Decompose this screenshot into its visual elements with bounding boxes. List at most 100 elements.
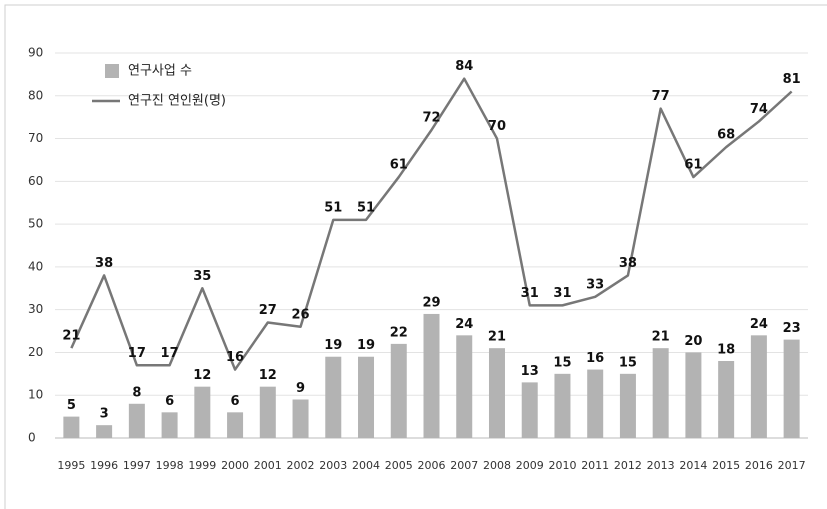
x-tick-label: 2005 <box>385 459 413 472</box>
bar <box>685 352 702 438</box>
bar-value-label: 13 <box>521 364 539 379</box>
x-tick-label: 2004 <box>352 459 380 472</box>
bar-value-label: 5 <box>67 398 76 413</box>
x-tick-label: 2008 <box>483 459 511 472</box>
line-value-label: 35 <box>193 269 211 284</box>
line <box>70 77 793 371</box>
line-value-label: 84 <box>455 59 473 74</box>
x-tick-label: 2017 <box>778 459 806 472</box>
line-value-label: 21 <box>62 329 80 344</box>
line-value-label: 31 <box>521 286 539 301</box>
x-tick-label: 2002 <box>287 459 315 472</box>
line-value-label: 38 <box>95 256 113 271</box>
x-tick-label: 1999 <box>188 459 216 472</box>
bar-value-label: 24 <box>455 317 473 332</box>
bar <box>96 425 113 438</box>
bar-value-label: 19 <box>357 338 375 353</box>
line-value-label: 16 <box>226 350 244 365</box>
x-tick-label: 2014 <box>679 459 707 472</box>
bar <box>488 348 505 438</box>
line-value-label: 31 <box>553 286 571 301</box>
y-tick-label: 50 <box>28 217 43 231</box>
line-value-label: 61 <box>390 158 408 173</box>
x-tick-label: 2009 <box>516 459 544 472</box>
x-tick-label: 2011 <box>581 459 609 472</box>
x-tick-label: 2001 <box>254 459 282 472</box>
x-tick-label: 2000 <box>221 459 249 472</box>
x-tick-label: 1995 <box>57 459 85 472</box>
frame <box>4 4 827 509</box>
bar-value-label: 3 <box>100 407 109 422</box>
x-tick-label: 2006 <box>418 459 446 472</box>
bar-value-label: 23 <box>783 321 801 336</box>
legend-label: 연구진 연인원(명) <box>128 94 226 109</box>
bar-value-label: 19 <box>324 338 342 353</box>
y-tick-label: 80 <box>28 88 43 102</box>
x-tick-label: 2003 <box>319 459 347 472</box>
line-value-label: 68 <box>717 128 735 143</box>
x-tick-label: 1997 <box>123 459 151 472</box>
bar-value-label: 20 <box>684 334 702 349</box>
bar <box>456 335 473 438</box>
x-tick-label: 2012 <box>614 459 642 472</box>
x-tick-label: 2016 <box>745 459 773 472</box>
bar <box>783 339 800 438</box>
bar-value-label: 12 <box>193 368 211 383</box>
bar-value-label: 12 <box>259 368 277 383</box>
y-tick-label: 40 <box>28 259 43 273</box>
bar <box>128 403 145 438</box>
y-tick-label: 0 <box>28 431 36 445</box>
bar <box>325 356 342 438</box>
bar <box>718 361 735 438</box>
x-tick-label: 2010 <box>548 459 576 472</box>
line-value-label: 72 <box>422 111 440 126</box>
line-value-label: 17 <box>161 346 179 361</box>
line-value-label: 33 <box>586 277 604 292</box>
bar <box>587 369 604 438</box>
bar <box>63 416 80 438</box>
bar <box>358 356 375 438</box>
bar <box>554 373 571 438</box>
bar-value-label: 6 <box>231 394 240 409</box>
bar <box>292 399 309 438</box>
bar <box>161 412 178 438</box>
bar-value-label: 16 <box>586 351 604 366</box>
x-tick-label: 2015 <box>712 459 740 472</box>
y-tick-label: 90 <box>28 46 43 60</box>
y-tick-label: 60 <box>28 174 43 188</box>
bar <box>652 348 669 438</box>
line-value-label: 26 <box>291 307 309 322</box>
bar-value-label: 22 <box>390 325 408 340</box>
bar-value-label: 9 <box>296 381 305 396</box>
bar <box>619 373 636 438</box>
bar <box>194 386 211 438</box>
bar <box>423 313 440 438</box>
bar-value-label: 24 <box>750 317 768 332</box>
x-tick-label: 2007 <box>450 459 478 472</box>
x-tick-label: 1996 <box>90 459 118 472</box>
line-value-label: 77 <box>652 89 670 104</box>
legend-label: 연구사업 수 <box>128 64 192 79</box>
bar <box>390 343 407 438</box>
y-tick-label: 30 <box>28 302 43 316</box>
bar-value-label: 18 <box>717 343 735 358</box>
bar <box>227 412 244 438</box>
line-value-label: 81 <box>783 72 801 87</box>
line-value-label: 17 <box>128 346 146 361</box>
legend-swatch <box>105 64 119 78</box>
line-value-label: 27 <box>259 303 277 318</box>
y-tick-label: 70 <box>28 131 43 145</box>
bar <box>750 335 767 438</box>
line-value-label: 74 <box>750 102 768 117</box>
bar-value-label: 6 <box>165 394 174 409</box>
line-value-label: 38 <box>619 256 637 271</box>
bar-value-label: 15 <box>553 355 571 370</box>
x-tick-label: 1998 <box>156 459 184 472</box>
bar-value-label: 8 <box>132 385 141 400</box>
line-value-label: 61 <box>684 158 702 173</box>
bar <box>521 382 538 438</box>
bar-value-label: 21 <box>652 330 670 345</box>
line-value-label: 51 <box>357 200 375 215</box>
x-tick-label: 2013 <box>647 459 675 472</box>
